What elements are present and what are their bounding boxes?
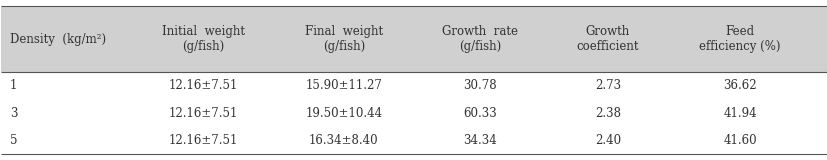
Text: Growth
coefficient: Growth coefficient <box>576 25 638 53</box>
Text: 12.16±7.51: 12.16±7.51 <box>169 79 238 92</box>
Text: 16.34±8.40: 16.34±8.40 <box>308 134 378 147</box>
Text: 41.94: 41.94 <box>722 107 756 120</box>
Text: 5: 5 <box>10 134 17 147</box>
Text: 12.16±7.51: 12.16±7.51 <box>169 107 238 120</box>
Text: 12.16±7.51: 12.16±7.51 <box>169 134 238 147</box>
Text: 2.38: 2.38 <box>595 107 620 120</box>
Text: 34.34: 34.34 <box>462 134 496 147</box>
Text: Feed
efficiency (%): Feed efficiency (%) <box>698 25 780 53</box>
Text: 41.60: 41.60 <box>722 134 756 147</box>
Text: 60.33: 60.33 <box>462 107 496 120</box>
Text: 1: 1 <box>10 79 17 92</box>
Text: 19.50±10.44: 19.50±10.44 <box>305 107 382 120</box>
Text: Initial  weight
(g/fish): Initial weight (g/fish) <box>162 25 245 53</box>
FancyBboxPatch shape <box>2 6 825 72</box>
Text: Growth  rate
(g/fish): Growth rate (g/fish) <box>442 25 518 53</box>
Text: Final  weight
(g/fish): Final weight (g/fish) <box>304 25 382 53</box>
Text: 2.40: 2.40 <box>594 134 620 147</box>
Text: Density  (kg/m²): Density (kg/m²) <box>10 33 106 46</box>
Text: 36.62: 36.62 <box>722 79 756 92</box>
Text: 15.90±11.27: 15.90±11.27 <box>305 79 382 92</box>
Text: 3: 3 <box>10 107 17 120</box>
Text: 2.73: 2.73 <box>594 79 620 92</box>
Text: 30.78: 30.78 <box>462 79 496 92</box>
